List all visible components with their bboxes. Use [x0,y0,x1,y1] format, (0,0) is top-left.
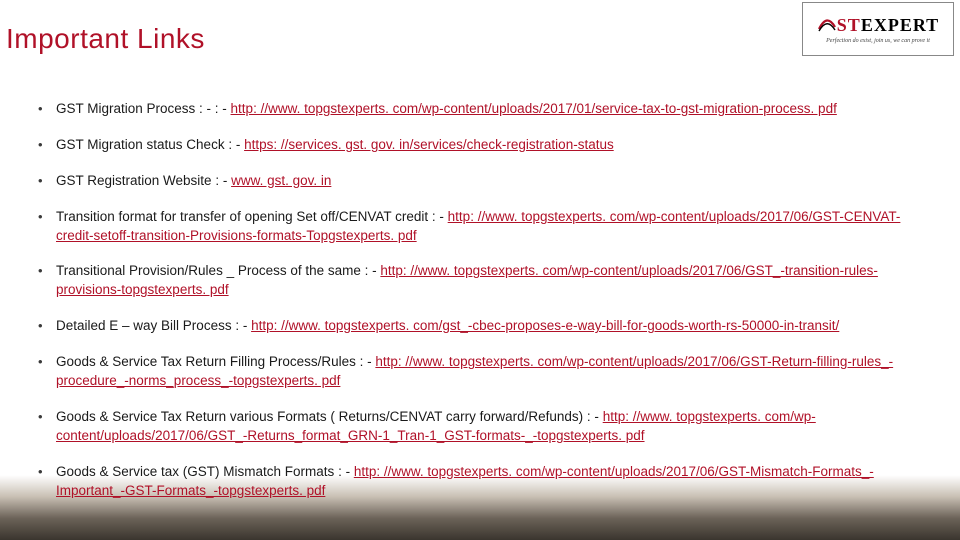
list-item: GST Registration Website : - www. gst. g… [38,172,936,191]
list-item: Transitional Provision/Rules _ Process o… [38,262,936,300]
slide-page: Important Links STEXPERT Perfection do e… [0,0,960,540]
item-label: GST Migration status Check : - [56,137,244,152]
links-list: GST Migration Process : - : - http: //ww… [38,100,936,500]
item-link[interactable]: http: //www. topgstexperts. com/gst_-cbe… [251,318,839,333]
logo: STEXPERT Perfection do exist, join us, w… [802,2,954,56]
item-label: GST Migration Process : - : - [56,101,231,116]
item-label: Goods & Service Tax Return various Forma… [56,409,603,424]
item-label: Detailed E – way Bill Process : - [56,318,251,333]
item-label: GST Registration Website : - [56,173,231,188]
item-link[interactable]: www. gst. gov. in [231,173,331,188]
list-item: GST Migration status Check : - https: //… [38,136,936,155]
item-link[interactable]: https: //services. gst. gov. in/services… [244,137,614,152]
item-link[interactable]: http: //www. topgstexperts. com/wp-conte… [231,101,837,116]
item-label: Goods & Service tax (GST) Mismatch Forma… [56,464,354,479]
item-label: Goods & Service Tax Return Filling Proce… [56,354,375,369]
logo-tagline: Perfection do exist, join us, we can pro… [826,38,930,44]
item-label: Transition format for transfer of openin… [56,209,448,224]
links-region: GST Migration Process : - : - http: //ww… [38,100,936,517]
page-title: Important Links [6,23,205,55]
item-label: Transitional Provision/Rules _ Process o… [56,263,380,278]
list-item: Goods & Service Tax Return various Forma… [38,408,936,446]
logo-swoosh-icon [817,15,837,33]
list-item: GST Migration Process : - : - http: //ww… [38,100,936,119]
logo-brand-left: ST [837,15,861,35]
list-item: Transition format for transfer of openin… [38,208,936,246]
list-item: Goods & Service tax (GST) Mismatch Forma… [38,463,936,501]
list-item: Detailed E – way Bill Process : - http: … [38,317,936,336]
logo-brand: STEXPERT [817,15,939,36]
list-item: Goods & Service Tax Return Filling Proce… [38,353,936,391]
logo-brand-right: EXPERT [861,15,939,35]
